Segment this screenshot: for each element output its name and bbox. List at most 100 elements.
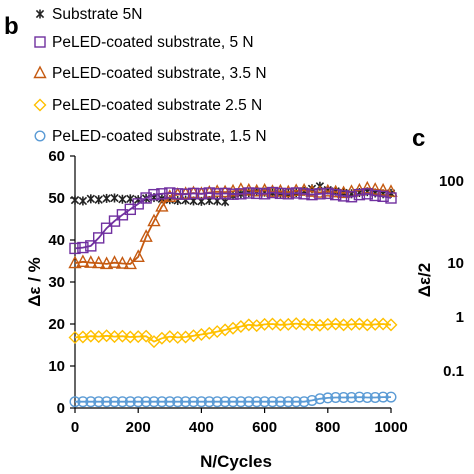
data-point <box>266 186 279 199</box>
legend: Substrate 5N PeLED-coated substrate, 5 N P… <box>33 6 267 145</box>
x-tick-label: 800 <box>315 419 340 436</box>
data-point <box>108 215 121 227</box>
data-point <box>259 396 271 408</box>
y-tick-label: 60 <box>48 148 65 165</box>
data-point <box>76 254 90 268</box>
data-point <box>346 392 358 404</box>
data-point <box>107 255 122 268</box>
data-point <box>101 396 113 408</box>
data-point <box>187 396 199 408</box>
data-point <box>376 317 390 331</box>
data-point <box>361 392 373 404</box>
data-point <box>369 392 381 404</box>
data-point <box>234 320 248 334</box>
y-tick-label: 50 <box>48 190 65 207</box>
data-point <box>92 232 105 244</box>
data-point <box>345 191 358 203</box>
data-point <box>314 188 326 200</box>
data-point <box>298 396 310 408</box>
panel-b-label: b <box>4 13 19 40</box>
data-point <box>322 392 334 404</box>
legend-label: Substrate 5N <box>52 6 142 23</box>
data-point <box>322 187 334 200</box>
legend-entry: PeLED-coated substrate, 1.5 N <box>34 128 267 145</box>
x-axis-label: N/Cycles <box>200 452 272 471</box>
data-point <box>361 188 373 200</box>
data-point <box>132 396 144 408</box>
legend-entry: PeLED-coated substrate 2.5 N <box>33 97 262 114</box>
data-point <box>179 188 192 200</box>
data-point <box>274 396 286 408</box>
panel-c-y-axis-label: Δε/2 <box>415 263 434 297</box>
y-tick-label: 40 <box>48 232 65 249</box>
panel-c-label: c <box>412 125 425 152</box>
data-point <box>353 188 366 201</box>
data-point <box>219 396 231 408</box>
panel-c-ytick-0-1: 0.1 <box>443 363 464 380</box>
data-point <box>369 189 381 202</box>
data-point <box>195 188 208 200</box>
x-tick-label: 600 <box>252 419 277 436</box>
legend-marker <box>33 65 47 79</box>
data-point <box>69 242 81 255</box>
legend-marker <box>33 98 47 112</box>
data-point <box>235 396 247 408</box>
x-tick-label: 400 <box>189 419 214 436</box>
data-point <box>123 256 137 270</box>
data-point <box>306 188 318 201</box>
data-point <box>251 396 263 408</box>
data-point <box>306 394 318 406</box>
legend-marker <box>35 9 45 19</box>
data-point <box>156 396 168 408</box>
data-point <box>99 256 114 270</box>
data-point <box>377 391 389 403</box>
data-point <box>108 396 120 408</box>
data-point <box>330 392 342 404</box>
data-point <box>384 318 398 332</box>
data-point <box>155 331 169 345</box>
x-tick-label: 0 <box>71 419 79 436</box>
data-point <box>353 391 365 403</box>
data-point <box>85 240 97 252</box>
data-point <box>210 325 224 339</box>
legend-label: PeLED-coated substrate, 5 N <box>52 34 254 51</box>
legend-entry: Substrate 5N <box>35 6 142 23</box>
data-point <box>227 188 239 200</box>
data-point <box>93 396 105 408</box>
data-point <box>139 229 153 242</box>
data-point <box>337 190 350 202</box>
data-point <box>69 396 81 408</box>
data-point <box>289 317 303 331</box>
series-2 <box>68 180 398 270</box>
data-point <box>377 190 389 203</box>
series-line <box>75 396 391 403</box>
series-4 <box>69 391 397 408</box>
data-point <box>203 396 215 408</box>
data-point <box>242 318 256 332</box>
data-point <box>250 187 263 200</box>
data-point <box>77 241 89 254</box>
data-point <box>102 193 111 203</box>
data-point <box>100 329 114 343</box>
data-point <box>202 326 216 340</box>
data-point <box>164 187 176 199</box>
x-tick-label: 1000 <box>374 419 407 436</box>
data-point <box>338 392 350 404</box>
data-point <box>227 396 239 408</box>
series-line <box>74 322 392 343</box>
data-point <box>94 195 103 205</box>
y-tick-label: 10 <box>48 358 65 375</box>
data-marks <box>68 180 398 408</box>
data-point <box>282 188 294 200</box>
legend-label: PeLED-coated substrate, 1.5 N <box>52 128 267 145</box>
data-point <box>298 188 310 200</box>
x-tick-label: 200 <box>126 419 151 436</box>
data-point <box>115 329 129 343</box>
data-point <box>171 188 184 200</box>
data-point <box>164 396 176 408</box>
data-point <box>187 187 200 200</box>
data-point <box>329 317 343 331</box>
data-point <box>211 396 223 408</box>
data-point <box>116 396 128 408</box>
